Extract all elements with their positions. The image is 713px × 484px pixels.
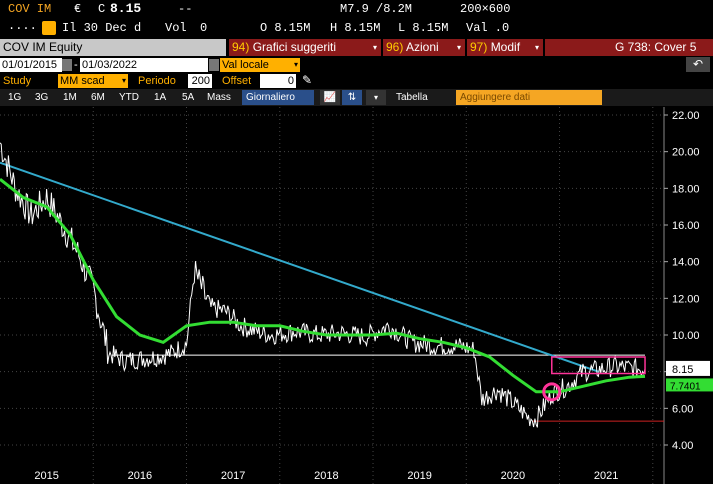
- chevron-down-icon: ▾: [121, 76, 126, 85]
- y-tick-label: 6.00: [672, 403, 693, 415]
- ma-tag-text: 7.7401: [670, 381, 701, 392]
- high-price: H 8.15M: [330, 21, 381, 35]
- menu-label: Grafici suggeriti: [252, 40, 337, 54]
- bid-ask-range: M7.9 /8.2M: [340, 2, 413, 16]
- x-tick-label: 2021: [594, 470, 618, 482]
- x-tick-label: 2019: [407, 470, 431, 482]
- period-label: Periodo: [138, 75, 176, 87]
- low-price: L 8.15M: [398, 21, 449, 35]
- flag-icon[interactable]: [42, 21, 56, 35]
- range-ytd[interactable]: YTD: [119, 92, 139, 103]
- pencil-icon[interactable]: ✎: [302, 73, 313, 87]
- y-tick-label: 20.00: [672, 147, 700, 159]
- range-3d[interactable]: 3G: [35, 92, 49, 103]
- y-tick-label: 22.00: [672, 110, 700, 122]
- volume-label: Vol: [165, 21, 187, 35]
- window-title: G 738: Cover 5: [545, 39, 713, 56]
- frequency-select[interactable]: Giornaliero: [242, 90, 314, 105]
- chevron-down-icon: ▾: [293, 60, 298, 69]
- quote-details: .... Il 30 Dec d Vol 0 O 8.15M H 8.15M L…: [0, 19, 713, 38]
- x-tick-label: 2018: [314, 470, 338, 482]
- table-button[interactable]: Tabella: [396, 92, 428, 103]
- study-select[interactable]: MM scad ▾: [58, 74, 128, 88]
- study-label: Study: [3, 75, 32, 87]
- y-tick-label: 14.00: [672, 257, 700, 269]
- x-tick-label: 2020: [501, 470, 525, 482]
- price-series: [0, 142, 646, 428]
- range-6m[interactable]: 6M: [91, 92, 105, 103]
- date-separator: -: [74, 59, 78, 71]
- range-1y[interactable]: 1A: [154, 92, 167, 103]
- security-title[interactable]: COV IM Equity: [0, 39, 226, 56]
- menu-number: 94): [232, 40, 250, 54]
- menu-label: Azioni: [406, 40, 439, 54]
- range-5y[interactable]: 5A: [182, 92, 195, 103]
- value-traded: Val .0: [466, 21, 510, 35]
- suggested-charts-menu[interactable]: 94) Grafici suggeriti ▾: [229, 39, 381, 56]
- consolidation-box: [551, 356, 646, 375]
- date-controls: 01/01/2015 - 01/03/2022 Val locale ▾ ↶: [0, 57, 713, 73]
- last-price-tag-text: 8.15: [672, 364, 693, 376]
- volume-value: 0: [200, 21, 208, 35]
- y-tick-label: 16.00: [672, 220, 700, 232]
- last-price-tag: [666, 360, 710, 376]
- add-data-input[interactable]: Aggiungere dati: [456, 90, 602, 105]
- study-value: MM scad: [60, 75, 105, 87]
- ma-tag: [666, 378, 713, 392]
- range-max[interactable]: Mass: [207, 92, 231, 103]
- start-date-input[interactable]: 01/01/2015: [0, 58, 62, 72]
- breakout-circle: [542, 382, 562, 402]
- line-chart-icon[interactable]: 📈: [320, 90, 340, 105]
- net-change: --: [178, 2, 193, 16]
- header-bar: COV IM Equity 94) Grafici suggeriti ▾ 96…: [0, 39, 713, 56]
- open-price: O 8.15M: [260, 21, 311, 35]
- edit-menu[interactable]: 97) Modif ▾: [467, 39, 543, 56]
- currency: €: [74, 2, 82, 16]
- x-tick-label: 2015: [34, 470, 58, 482]
- menu-label: Modif: [490, 40, 521, 54]
- moving-average-series: [0, 178, 646, 394]
- x-tick-label: 2016: [128, 470, 152, 482]
- x-tick-label: 2017: [221, 470, 245, 482]
- y-tick-label: 10.00: [672, 330, 700, 342]
- calendar-icon[interactable]: [209, 59, 219, 71]
- chart-grid: [0, 107, 664, 484]
- value-labels: 8.15 7.7401: [666, 360, 713, 392]
- dropdown-arrow-icon: ▾: [534, 43, 539, 52]
- range-1d[interactable]: 1G: [8, 92, 22, 103]
- y-axis: 22.0020.0018.0016.0014.0012.0010.008.006…: [663, 107, 700, 484]
- period-input[interactable]: 200: [188, 74, 212, 88]
- calendar-icon[interactable]: [62, 59, 72, 71]
- last-price: 8.15: [110, 1, 142, 16]
- frequency-value: Giornaliero: [246, 92, 295, 103]
- quote-bar: COV IM € C 8.15 -- M7.9 /8.2M 200×600: [0, 0, 713, 19]
- price-chart[interactable]: 22.0020.0018.0016.0014.0012.0010.008.006…: [0, 107, 713, 484]
- chevron-down-icon[interactable]: ▾: [366, 90, 386, 105]
- menu-number: 97): [470, 40, 488, 54]
- menu-number: 96): [386, 40, 404, 54]
- dropdown-arrow-icon: ▾: [456, 43, 461, 52]
- last-label: C: [98, 2, 106, 16]
- x-axis: 2015 2016 2017 2018 2019 2020 2021: [34, 470, 618, 482]
- bid-ask-size: 200×600: [460, 2, 511, 16]
- currency-value: Val locale: [222, 59, 269, 71]
- ticker: COV IM: [8, 2, 52, 16]
- currency-select[interactable]: Val locale ▾: [220, 58, 300, 72]
- actions-menu[interactable]: 96) Azioni ▾: [383, 39, 465, 56]
- offset-input[interactable]: 0: [260, 74, 296, 88]
- chart-toolbar: 1G 3G 1M 6M YTD 1A 5A Mass Giornaliero 📈…: [0, 89, 713, 106]
- row-prefix: ....: [8, 19, 37, 33]
- study-controls: Study MM scad ▾ Periodo 200 Offset 0 ✎: [0, 73, 713, 89]
- y-tick-label: 4.00: [672, 440, 693, 452]
- trendline: [0, 161, 599, 373]
- undo-icon[interactable]: ↶: [686, 57, 710, 72]
- end-date-input[interactable]: 01/03/2022: [80, 58, 208, 72]
- y-tick-label: 12.00: [672, 293, 700, 305]
- dropdown-arrow-icon: ▾: [372, 43, 377, 52]
- candle-chart-icon[interactable]: ⇅: [342, 90, 362, 105]
- range-1m[interactable]: 1M: [63, 92, 77, 103]
- offset-label: Offset: [222, 75, 252, 87]
- y-tick-label: 18.00: [672, 183, 700, 195]
- trade-date: Il 30 Dec d: [62, 21, 142, 35]
